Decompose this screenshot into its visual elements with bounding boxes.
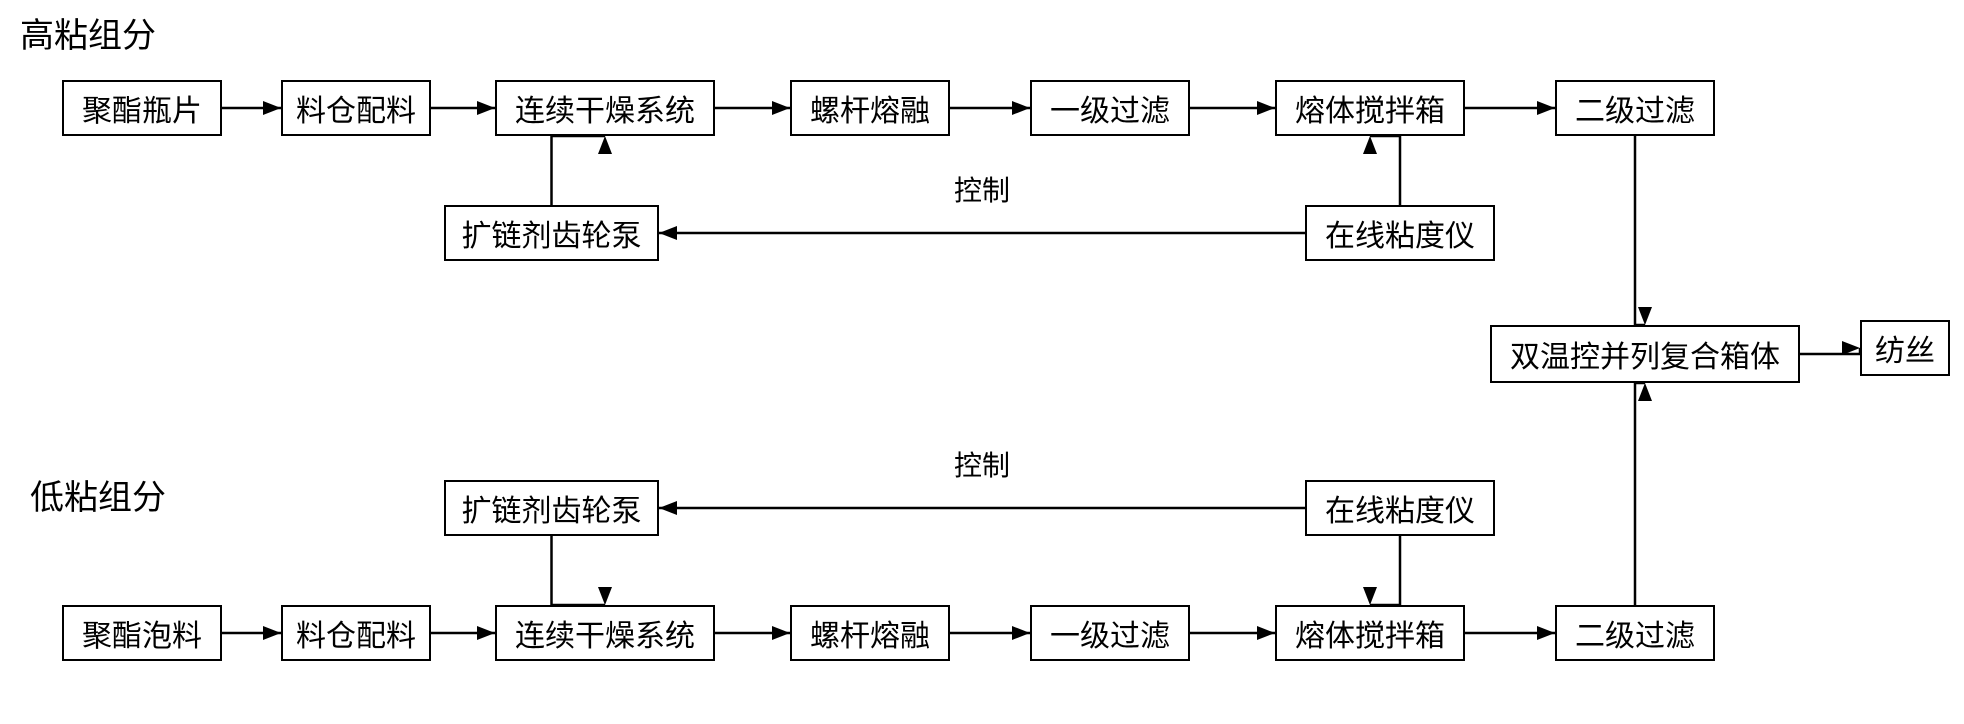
edge-b_n6-b_n7 xyxy=(1465,626,1555,640)
edge-label-text: 控制 xyxy=(954,451,1010,482)
node-b_n7: 二级过滤 xyxy=(1555,605,1715,661)
node-t_n5: 一级过滤 xyxy=(1030,80,1190,136)
node-b_pump: 扩链剂齿轮泵 xyxy=(444,480,659,536)
edge-t_vis-t_pump xyxy=(659,226,1305,240)
edge-b_n7-merge xyxy=(1635,383,1652,605)
node-t_n6: 熔体搅拌箱 xyxy=(1275,80,1465,136)
node-label: 料仓配料 xyxy=(296,611,416,655)
node-label: 一级过滤 xyxy=(1050,611,1170,655)
edge-label: 控制 xyxy=(954,169,1010,209)
edge-t_pump-t_n3 xyxy=(552,136,613,205)
node-b_vis: 在线粘度仪 xyxy=(1305,480,1495,536)
edge-t_n7-merge xyxy=(1635,136,1652,325)
edge-b_n1-b_n2 xyxy=(222,626,281,640)
node-label: 纺丝 xyxy=(1875,326,1935,370)
edge-label: 控制 xyxy=(954,444,1010,484)
node-label: 在线粘度仪 xyxy=(1325,486,1475,530)
section-label-top_section: 高粘组分 xyxy=(20,8,156,57)
edge-t_n3-t_n4 xyxy=(715,101,790,115)
edge-b_vis-b_n6 xyxy=(1363,536,1400,605)
node-merge: 双温控并列复合箱体 xyxy=(1490,325,1800,383)
edge-t_n6-t_n7 xyxy=(1465,101,1555,115)
node-label: 连续干燥系统 xyxy=(515,86,695,130)
node-t_vis: 在线粘度仪 xyxy=(1305,205,1495,261)
flowchart-stage: 高粘组分低粘组分聚酯瓶片料仓配料连续干燥系统螺杆熔融一级过滤熔体搅拌箱二级过滤扩… xyxy=(0,0,1964,724)
edge-t_n1-t_n2 xyxy=(222,101,281,115)
node-b_n5: 一级过滤 xyxy=(1030,605,1190,661)
node-label: 螺杆熔融 xyxy=(810,86,930,130)
edge-b_n5-b_n6 xyxy=(1190,626,1275,640)
node-label: 扩链剂齿轮泵 xyxy=(462,211,642,255)
node-b_n2: 料仓配料 xyxy=(281,605,431,661)
node-label: 一级过滤 xyxy=(1050,86,1170,130)
node-label: 聚酯泡料 xyxy=(82,611,202,655)
section-label-text: 低粘组分 xyxy=(30,480,166,517)
section-label-text: 高粘组分 xyxy=(20,18,156,55)
node-label: 料仓配料 xyxy=(296,86,416,130)
edge-t_n2-t_n3 xyxy=(431,101,495,115)
edge-b_n2-b_n3 xyxy=(431,626,495,640)
node-t_n1: 聚酯瓶片 xyxy=(62,80,222,136)
node-label: 二级过滤 xyxy=(1575,86,1695,130)
edge-t_vis-t_n6 xyxy=(1363,136,1400,205)
edge-t_n4-t_n5 xyxy=(950,101,1030,115)
node-t_n7: 二级过滤 xyxy=(1555,80,1715,136)
node-t_pump: 扩链剂齿轮泵 xyxy=(444,205,659,261)
node-label: 熔体搅拌箱 xyxy=(1295,611,1445,655)
node-b_n6: 熔体搅拌箱 xyxy=(1275,605,1465,661)
node-b_n1: 聚酯泡料 xyxy=(62,605,222,661)
edge-b_n3-b_n4 xyxy=(715,626,790,640)
node-label: 二级过滤 xyxy=(1575,611,1695,655)
node-t_n4: 螺杆熔融 xyxy=(790,80,950,136)
node-t_n2: 料仓配料 xyxy=(281,80,431,136)
edge-label-text: 控制 xyxy=(954,176,1010,207)
section-label-bottom_section: 低粘组分 xyxy=(30,470,166,519)
node-b_n3: 连续干燥系统 xyxy=(495,605,715,661)
node-t_n3: 连续干燥系统 xyxy=(495,80,715,136)
node-label: 双温控并列复合箱体 xyxy=(1510,332,1780,376)
edge-t_n5-t_n6 xyxy=(1190,101,1275,115)
node-label: 在线粘度仪 xyxy=(1325,211,1475,255)
node-label: 连续干燥系统 xyxy=(515,611,695,655)
node-label: 扩链剂齿轮泵 xyxy=(462,486,642,530)
node-label: 聚酯瓶片 xyxy=(82,86,202,130)
edge-merge-spin xyxy=(1800,341,1860,355)
node-label: 螺杆熔融 xyxy=(810,611,930,655)
node-b_n4: 螺杆熔融 xyxy=(790,605,950,661)
edge-b_pump-b_n3 xyxy=(552,536,613,605)
edge-b_vis-b_pump xyxy=(659,501,1305,515)
edge-b_n4-b_n5 xyxy=(950,626,1030,640)
node-spin: 纺丝 xyxy=(1860,320,1950,376)
node-label: 熔体搅拌箱 xyxy=(1295,86,1445,130)
